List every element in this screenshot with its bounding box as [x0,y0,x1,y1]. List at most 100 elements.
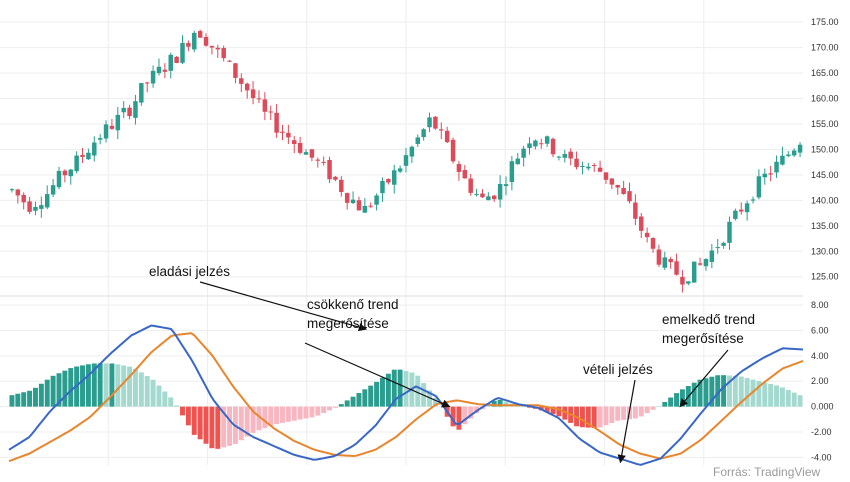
histogram-bar [732,375,738,407]
histogram-bar [768,383,774,407]
histogram-bar [268,406,274,426]
candle-body [597,167,603,172]
histogram-bar [350,396,356,407]
candle-body [362,205,368,213]
histogram-bar [503,401,509,407]
candle-body [86,152,91,160]
candle-body [603,172,609,180]
candle-body [256,98,262,100]
price-tick-label: 155.00 [811,119,839,129]
candle-body [186,43,191,47]
candle-body [439,129,444,131]
price-tick-label: 170.00 [811,43,839,53]
histogram-bar [697,379,703,407]
candle-body [203,36,209,46]
macd-lines [8,324,804,466]
histogram-bar [215,406,221,449]
histogram-bar [391,369,397,407]
signal-line [8,332,804,463]
histogram-bar [250,406,256,433]
candle-body [756,176,762,198]
candle-body [791,150,797,156]
annotation-arrow [199,281,368,332]
candle-body [497,183,503,200]
candle-body [80,154,85,157]
histogram-bar [603,406,609,426]
price-axis: 175.00 170.00 165.00 160.00 155.00 150.00 145.… [811,17,839,462]
histogram-bar [27,390,33,407]
histogram-bar [403,371,409,407]
candle-body [797,144,803,153]
candle-body [280,131,285,133]
histogram-bar [121,365,127,407]
candle-body [380,180,385,194]
histogram-bar [115,364,121,407]
candle-body [315,159,321,161]
candle-body [680,276,685,285]
candle-body [68,169,73,177]
histogram-bar [432,397,438,407]
histogram-bar [427,390,432,407]
histogram-bar [691,382,697,407]
histogram-bar [244,406,250,437]
candle-body [697,263,703,265]
histogram-bar [127,366,133,407]
histogram-bar [309,406,315,418]
candle-body [427,117,432,128]
histogram-bar [238,406,244,441]
candle-body [350,199,356,204]
histogram-bar [550,406,556,415]
histogram-bar [91,363,97,407]
candle-body [774,161,779,173]
candle-body [403,155,409,166]
histogram-bar [191,406,197,435]
candle-body [397,168,403,172]
candle-body [586,166,591,169]
candle-body [21,194,26,203]
histogram-bar [9,395,15,407]
histogram-bar [221,406,227,448]
histogram-bar [756,381,762,407]
histogram-bar [644,406,650,414]
histogram-bar [797,395,803,407]
candle-body [691,261,697,283]
candle-body [750,199,756,201]
macd-tick-label: -4.00 [811,452,832,462]
candle-body [374,195,379,205]
histogram-bar [615,406,621,421]
annotation-text: emelkedő trend [662,312,755,327]
candle-body [239,78,244,84]
histogram-bar [556,406,562,417]
histogram-bar [562,406,568,420]
histogram-bar [44,379,50,407]
histogram-bar [162,391,168,407]
histogram-bar [103,363,109,407]
candle-body [303,152,309,155]
histogram-bar [256,406,262,431]
histogram-bar [703,378,709,407]
histogram-bar [138,372,144,407]
candle-body [109,125,115,129]
histogram-bar [785,390,791,407]
macd-tick-label: 8.00 [811,300,829,310]
annotation-text: megerősítése [662,331,744,346]
histogram-bar [297,406,303,420]
candle-body [621,187,626,194]
candle-body [556,156,562,158]
candle-body [250,89,256,99]
histogram-bar [491,400,497,407]
histogram-bar [415,375,421,407]
candle-body [127,107,132,117]
candle-body [744,203,750,213]
histogram-bar [579,406,585,428]
histogram-bar [521,406,527,408]
histogram-bar [621,406,627,420]
candle-body [33,206,38,211]
grid [0,0,803,465]
histogram-bar [132,368,138,407]
candle-body [615,184,620,188]
histogram-bar [168,397,174,407]
candle-body [233,63,238,78]
macd-tick-label: 6.00 [811,325,829,335]
price-tick-label: 145.00 [811,170,839,180]
